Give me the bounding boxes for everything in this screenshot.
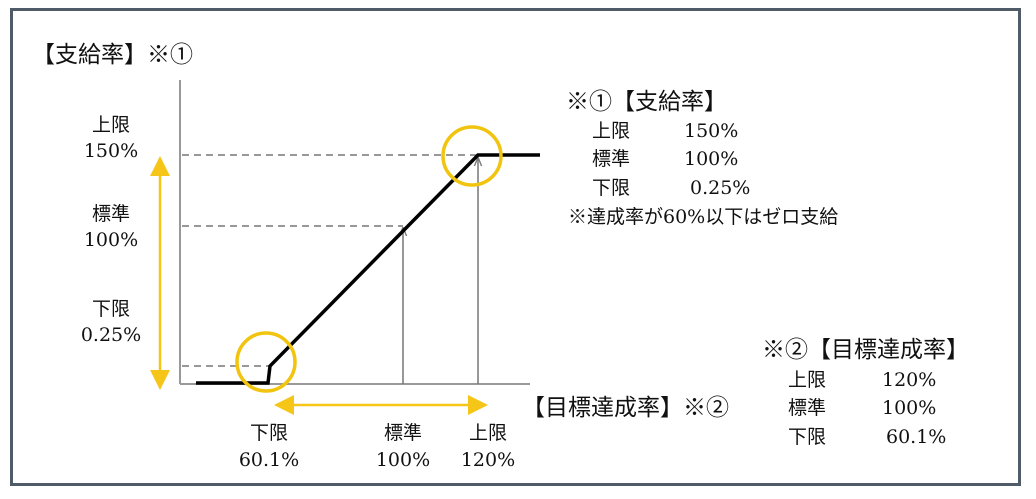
- note2-value-upper: 120%: [882, 369, 937, 391]
- note1-value-lower: 0.25%: [690, 177, 751, 199]
- payout-rate-title: 【支給率】※①: [32, 42, 193, 68]
- note2-label-standard: 標準: [788, 397, 827, 419]
- x-value-standard: 100%: [375, 449, 431, 471]
- x-label-upper: 上限: [468, 422, 507, 444]
- note1-value-upper: 150%: [684, 120, 739, 142]
- note1-label-standard: 標準: [592, 148, 631, 170]
- upper-limit-highlight: [441, 125, 503, 187]
- note1-label-upper: 上限: [592, 120, 631, 142]
- x-value-upper: 120%: [460, 449, 516, 471]
- note2-label-lower: 下限: [788, 426, 827, 448]
- diagram-frame: [10, 8, 1021, 486]
- note2-value-standard: 100%: [882, 397, 937, 419]
- y-value-upper: 150%: [83, 140, 139, 162]
- y-label-standard: 標準: [91, 203, 130, 225]
- x-label-lower: 下限: [249, 422, 288, 444]
- note2-value-lower: 60.1%: [886, 426, 947, 448]
- x-value-lower: 60.1%: [238, 449, 300, 471]
- payout-curve: [196, 153, 540, 385]
- achievement-rate-title: 【目標達成率】※②: [522, 395, 729, 421]
- note2-label-upper: 上限: [788, 369, 827, 391]
- y-label-upper: 上限: [91, 114, 130, 136]
- note1-value-standard: 100%: [684, 148, 739, 170]
- y-label-lower: 下限: [91, 298, 130, 320]
- lower-limit-highlight: [235, 331, 297, 393]
- note1-label-lower: 下限: [592, 177, 631, 199]
- y-value-standard: 100%: [83, 229, 139, 251]
- note2-title: ※②【目標達成率】: [762, 337, 969, 363]
- x-label-standard: 標準: [383, 422, 422, 444]
- note1-footnote: ※達成率が60%以下はゼロ支給: [568, 206, 839, 228]
- note1-title: ※①【支給率】: [566, 89, 727, 115]
- y-value-lower: 0.25%: [80, 324, 142, 346]
